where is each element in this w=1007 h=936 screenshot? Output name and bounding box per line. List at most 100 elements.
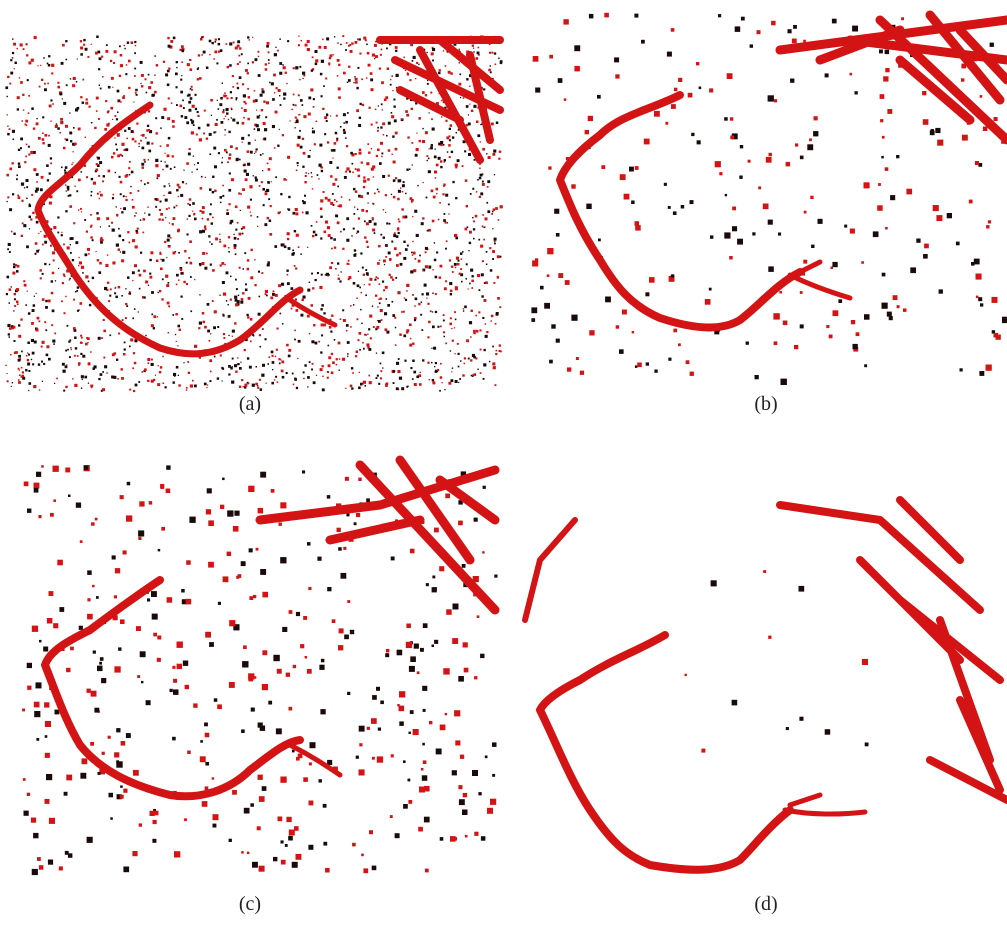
noise-speck: [12, 162, 14, 164]
noise-speck: [14, 305, 16, 307]
noise-speck: [478, 47, 480, 49]
noise-speck: [353, 188, 355, 190]
noise-speck: [321, 60, 324, 63]
noise-speck: [128, 167, 130, 169]
noise-speck: [197, 111, 199, 113]
noise-speck: [353, 82, 354, 83]
noise-speck: [988, 220, 991, 223]
noise-speck: [263, 204, 265, 206]
noise-speck: [213, 326, 216, 329]
noise-speck: [104, 287, 107, 290]
noise-speck: [268, 168, 271, 171]
noise-speck: [45, 799, 50, 804]
noise-speck: [472, 374, 474, 376]
noise-speck: [406, 386, 408, 388]
noise-speck: [472, 275, 474, 277]
noise-speck: [250, 199, 252, 201]
noise-speck: [337, 262, 339, 264]
noise-speck: [205, 632, 211, 638]
noise-speck: [487, 210, 490, 213]
noise-speck: [268, 261, 270, 263]
noise-speck: [429, 379, 430, 380]
noise-speck: [26, 186, 28, 188]
noise-speck: [97, 666, 103, 672]
noise-speck: [20, 81, 23, 84]
noise-speck: [111, 156, 114, 159]
noise-speck: [98, 118, 100, 120]
noise-speck: [47, 618, 53, 624]
noise-speck: [250, 212, 251, 213]
noise-speck: [428, 229, 431, 232]
noise-speck: [183, 170, 184, 171]
noise-speck: [357, 231, 359, 233]
noise-speck: [471, 280, 474, 283]
noise-speck: [241, 228, 243, 230]
noise-speck: [53, 623, 58, 628]
noise-speck: [116, 244, 119, 247]
noise-speck: [252, 862, 258, 868]
noise-speck: [474, 676, 477, 679]
noise-speck: [379, 302, 381, 304]
noise-speck: [567, 367, 571, 371]
noise-speck: [314, 143, 316, 145]
noise-speck: [332, 183, 335, 186]
noise-speck: [407, 136, 409, 138]
noise-speck: [6, 174, 9, 177]
noise-speck: [169, 222, 170, 223]
noise-speck: [222, 111, 224, 113]
noise-speck: [425, 265, 428, 268]
noise-speck: [140, 140, 142, 142]
noise-speck: [235, 279, 237, 281]
noise-speck: [51, 280, 53, 282]
noise-speck: [492, 153, 495, 156]
noise-speck: [109, 334, 111, 336]
noise-speck: [24, 161, 26, 163]
noise-speck: [205, 229, 207, 231]
noise-speck: [393, 382, 395, 384]
noise-speck: [309, 333, 311, 335]
vessel: [290, 300, 335, 325]
noise-speck: [303, 616, 307, 620]
noise-speck: [386, 135, 388, 137]
noise-speck: [421, 222, 424, 225]
noise-speck: [202, 801, 208, 807]
noise-speck: [415, 78, 416, 79]
noise-speck: [53, 466, 59, 472]
noise-speck: [468, 123, 471, 126]
noise-speck: [369, 107, 371, 109]
noise-speck: [347, 600, 350, 603]
noise-speck: [32, 363, 34, 365]
noise-speck: [452, 181, 454, 183]
noise-speck: [490, 65, 491, 66]
noise-speck: [1002, 317, 1007, 323]
noise-speck: [473, 330, 475, 332]
noise-speck: [103, 319, 105, 321]
noise-speck: [47, 179, 49, 181]
noise-speck: [58, 268, 59, 269]
noise-speck: [287, 238, 289, 240]
noise-speck: [277, 669, 282, 674]
noise-speck: [57, 82, 59, 84]
noise-speck: [248, 297, 251, 300]
noise-speck: [466, 78, 468, 80]
noise-speck: [386, 382, 388, 384]
noise-speck: [114, 292, 116, 294]
noise-speck: [144, 368, 147, 371]
noise-speck: [783, 321, 788, 326]
noise-speck: [14, 352, 17, 355]
noise-speck: [311, 225, 313, 227]
noise-speck: [832, 262, 837, 267]
noise-speck: [336, 139, 338, 141]
noise-speck: [110, 107, 113, 110]
noise-speck: [556, 339, 560, 343]
noise-speck: [458, 382, 459, 383]
noise-speck: [92, 277, 94, 279]
noise-speck: [228, 236, 230, 238]
noise-speck: [357, 169, 360, 172]
noise-speck: [862, 659, 868, 665]
noise-speck: [116, 149, 118, 151]
noise-speck: [331, 262, 333, 264]
noise-speck: [180, 91, 183, 94]
noise-speck: [367, 274, 369, 276]
noise-speck: [209, 213, 211, 215]
